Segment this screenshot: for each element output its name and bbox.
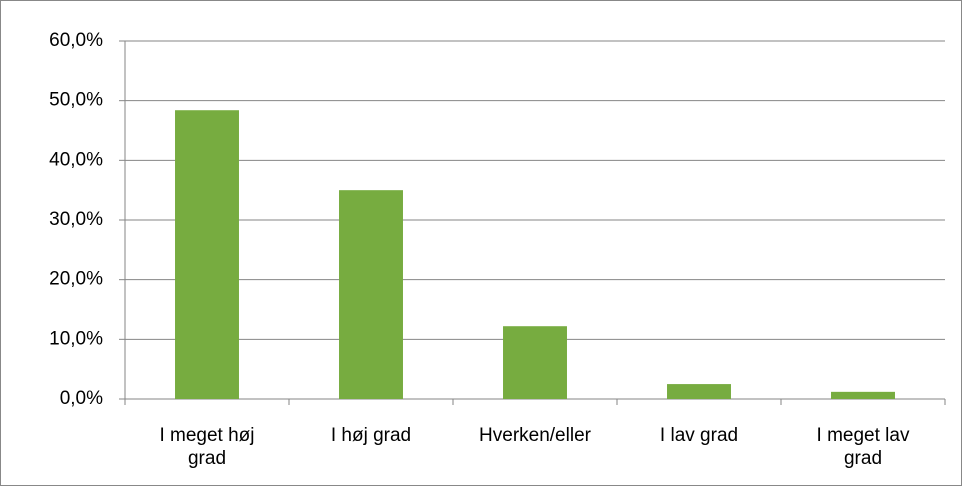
bar [667,384,731,399]
bar [831,391,895,399]
bar [503,326,567,399]
y-tick-label: 60,0% [49,30,103,51]
bar [339,190,403,399]
x-tick-label: Hverken/eller [479,425,591,446]
y-tick-label: 0,0% [60,388,103,409]
bar [175,110,239,400]
y-tick-label: 30,0% [49,209,103,230]
x-tick-label: I høj grad [330,425,412,446]
y-tick-label: 40,0% [49,149,103,170]
y-tick-label: 50,0% [49,90,103,111]
y-tick-label: 20,0% [49,269,103,290]
x-tick-label: I meget lav grad [816,425,910,469]
x-tick-label: I meget høj grad [159,425,255,469]
y-tick-label: 10,0% [49,328,103,349]
x-tick-label: I lav grad [659,425,739,446]
